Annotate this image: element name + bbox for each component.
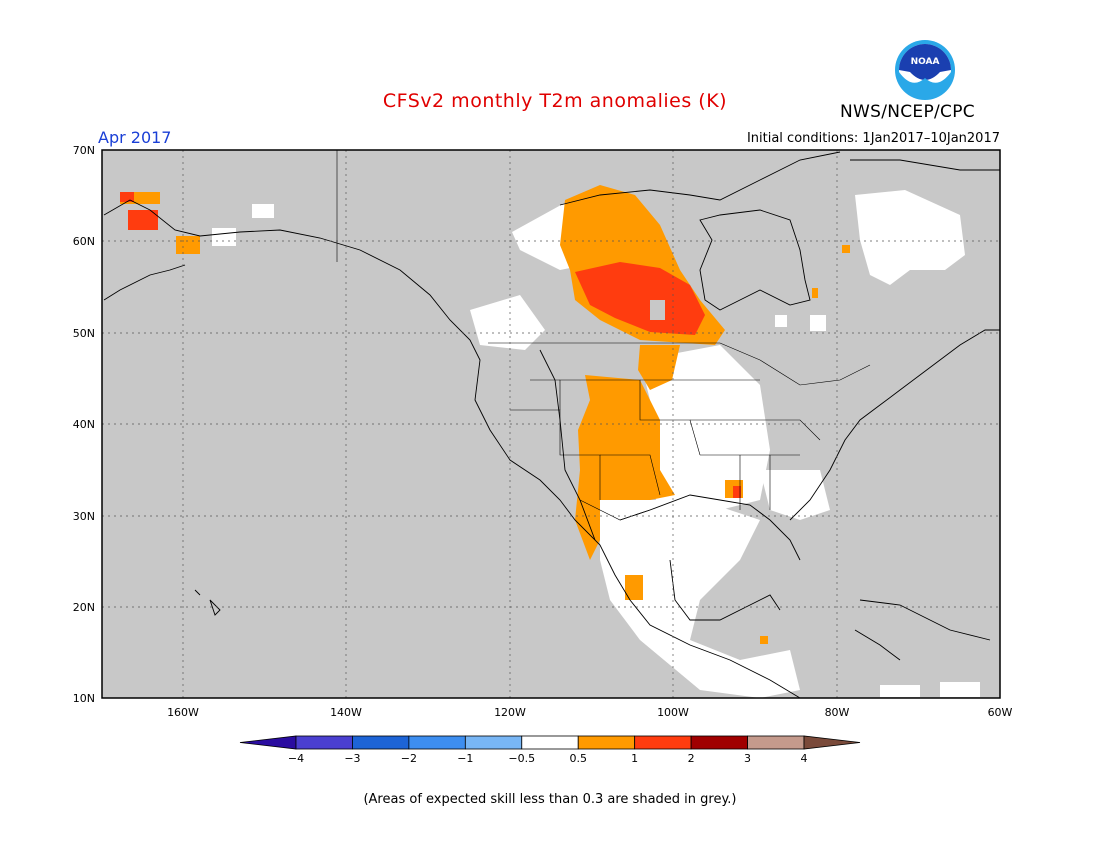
lat-label: 20N [73, 601, 95, 614]
coastlines [103, 151, 1000, 699]
colorbar-label: −1 [457, 752, 473, 765]
colorbar-label: 2 [688, 752, 695, 765]
colorbar-label: 4 [801, 752, 808, 765]
colorbar-swatch [239, 735, 297, 750]
colorbar-swatch [295, 735, 353, 750]
colorbar-swatch [352, 735, 410, 750]
colorbar-swatch [690, 735, 748, 750]
initial-conditions: Initial conditions: 1Jan2017–10Jan2017 [746, 131, 1000, 146]
lon-label: 160W [167, 706, 199, 719]
colorbar-label: −4 [288, 752, 304, 765]
lon-labels: 160W 140W 120W 100W 80W 60W [167, 706, 1012, 719]
organization-label: NWS/NCEP/CPC [840, 102, 975, 122]
anomaly-patches [120, 185, 980, 698]
lon-label: 80W [825, 706, 850, 719]
lat-label: 60N [73, 235, 95, 248]
lat-labels: 10N 20N 30N 40N 50N 60N 70N [73, 144, 95, 705]
lon-label: 100W [657, 706, 689, 719]
colorbar-label: 1 [631, 752, 638, 765]
colorbar-legend: −4 −3 −2 −1 −0.5 0.5 1 2 3 4 [239, 735, 861, 765]
colorbar-swatch [747, 735, 805, 750]
colorbar-label: 0.5 [569, 752, 587, 765]
political-boundaries [336, 150, 871, 521]
logo-text: NOAA [911, 57, 940, 67]
colorbar-swatch [464, 735, 523, 750]
colorbar-label: −0.5 [508, 752, 535, 765]
lat-label: 10N [73, 692, 95, 705]
lat-label: 30N [73, 510, 95, 523]
lon-label: 120W [494, 706, 526, 719]
noaa-logo: NOAA [895, 40, 955, 100]
map-frame [101, 149, 1001, 699]
lat-label: 50N [73, 327, 95, 340]
colorbar-swatch [577, 735, 636, 750]
map-grid [102, 150, 1000, 698]
chart-title: CFSv2 monthly T2m anomalies (K) [382, 90, 728, 112]
lat-label: 40N [73, 418, 95, 431]
colorbar-label: −3 [344, 752, 360, 765]
colorbar-swatch [803, 735, 861, 750]
colorbar-swatch [521, 735, 579, 750]
lat-label: 70N [73, 144, 95, 157]
colorbar-label: −2 [401, 752, 417, 765]
colorbar-swatch [634, 735, 692, 750]
colorbar-swatch [408, 735, 466, 750]
forecast-period: Apr 2017 [98, 128, 172, 147]
skill-note: (Areas of expected skill less than 0.3 a… [363, 792, 737, 807]
lon-label: 140W [330, 706, 362, 719]
lon-label: 60W [988, 706, 1013, 719]
colorbar-label: 3 [744, 752, 751, 765]
